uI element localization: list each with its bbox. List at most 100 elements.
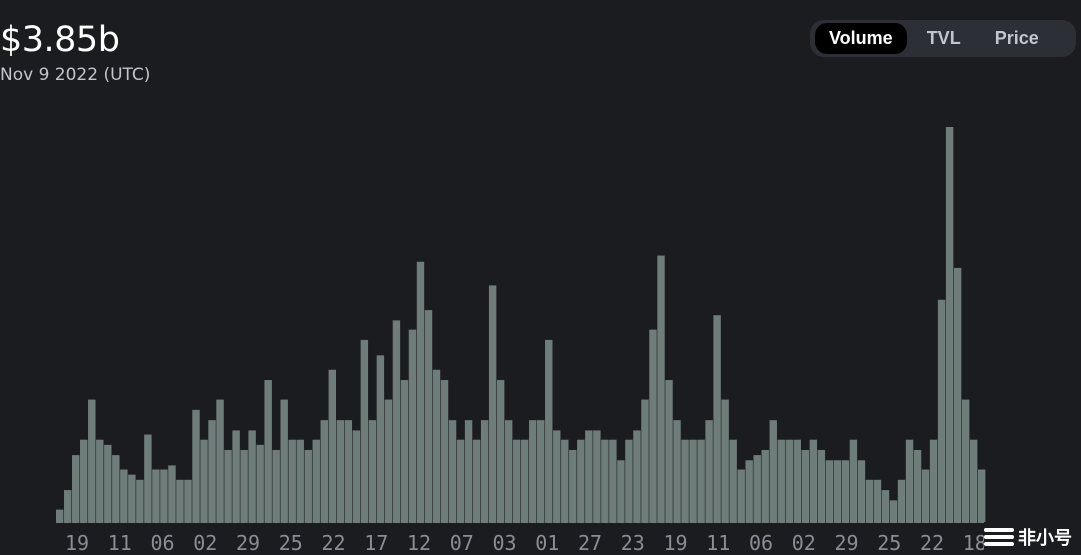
- volume-bar[interactable]: [769, 420, 777, 523]
- volume-bar[interactable]: [585, 430, 593, 523]
- volume-bar[interactable]: [905, 439, 914, 523]
- volume-bar[interactable]: [897, 479, 906, 523]
- volume-bar[interactable]: [224, 449, 232, 523]
- volume-bar[interactable]: [681, 439, 689, 523]
- volume-bar[interactable]: [384, 399, 393, 523]
- volume-bar[interactable]: [248, 430, 256, 523]
- volume-bar[interactable]: [833, 460, 842, 523]
- volume-bar[interactable]: [464, 420, 473, 523]
- volume-bar[interactable]: [713, 315, 721, 523]
- volume-bar[interactable]: [921, 469, 930, 523]
- volume-bar[interactable]: [857, 460, 866, 523]
- volume-bar[interactable]: [176, 479, 184, 523]
- volume-bar[interactable]: [825, 460, 834, 523]
- volume-bar[interactable]: [168, 465, 176, 523]
- volume-bar[interactable]: [777, 439, 785, 523]
- volume-bar[interactable]: [593, 430, 601, 523]
- volume-bar[interactable]: [537, 420, 545, 523]
- volume-bar[interactable]: [96, 439, 104, 523]
- toggle-price[interactable]: Price: [994, 28, 1039, 48]
- volume-bar[interactable]: [256, 444, 264, 523]
- volume-bar[interactable]: [480, 420, 489, 523]
- volume-bar[interactable]: [392, 320, 401, 523]
- volume-bar[interactable]: [913, 449, 922, 523]
- volume-bar[interactable]: [729, 439, 737, 523]
- volume-bar[interactable]: [577, 439, 585, 523]
- volume-bar[interactable]: [144, 434, 152, 523]
- volume-bar[interactable]: [865, 479, 874, 523]
- volume-bar[interactable]: [601, 439, 609, 523]
- volume-bar[interactable]: [569, 449, 577, 523]
- volume-bar[interactable]: [232, 430, 240, 523]
- volume-bar[interactable]: [120, 469, 128, 523]
- volume-bar[interactable]: [456, 439, 465, 523]
- volume-bar[interactable]: [208, 420, 216, 523]
- volume-bar[interactable]: [697, 439, 705, 523]
- volume-bar[interactable]: [240, 449, 248, 523]
- volume-bar[interactable]: [953, 267, 962, 523]
- volume-bar[interactable]: [841, 460, 850, 523]
- volume-bar[interactable]: [961, 399, 970, 523]
- volume-bar[interactable]: [609, 439, 617, 523]
- volume-bar[interactable]: [721, 399, 729, 523]
- volume-bar[interactable]: [200, 439, 208, 523]
- volume-bar[interactable]: [633, 430, 641, 523]
- volume-bar[interactable]: [977, 469, 986, 523]
- volume-bar[interactable]: [312, 439, 320, 523]
- volume-bar[interactable]: [328, 369, 337, 523]
- volume-bar[interactable]: [368, 420, 377, 523]
- volume-bar[interactable]: [64, 490, 72, 523]
- volume-bar[interactable]: [761, 449, 769, 523]
- volume-bar[interactable]: [793, 439, 802, 523]
- volume-bar[interactable]: [272, 449, 280, 523]
- volume-bar[interactable]: [104, 444, 112, 523]
- toggle-tvl[interactable]: TVL: [926, 28, 961, 48]
- volume-bar[interactable]: [424, 310, 433, 523]
- volume-bar[interactable]: [929, 439, 938, 523]
- volume-bar[interactable]: [488, 285, 497, 523]
- volume-bar[interactable]: [753, 455, 761, 523]
- volume-bar[interactable]: [745, 460, 753, 523]
- volume-bar[interactable]: [657, 255, 665, 524]
- volume-bar[interactable]: [705, 420, 713, 523]
- volume-bar[interactable]: [529, 420, 537, 523]
- volume-bar[interactable]: [641, 399, 649, 523]
- volume-bar[interactable]: [969, 439, 978, 523]
- volume-bar[interactable]: [264, 380, 272, 523]
- volume-bar[interactable]: [737, 469, 745, 523]
- volume-bar[interactable]: [288, 439, 296, 523]
- volume-bar[interactable]: [545, 339, 553, 523]
- volume-bar[interactable]: [649, 329, 657, 523]
- volume-bar[interactable]: [112, 455, 120, 523]
- volume-bar[interactable]: [817, 449, 826, 523]
- volume-bar[interactable]: [665, 380, 673, 523]
- volume-bar[interactable]: [521, 439, 529, 523]
- volume-bar[interactable]: [408, 329, 417, 523]
- volume-bar[interactable]: [400, 380, 409, 523]
- volume-bar[interactable]: [504, 420, 513, 523]
- volume-bar[interactable]: [88, 399, 96, 523]
- volume-bar[interactable]: [512, 439, 521, 523]
- volume-bar[interactable]: [873, 479, 882, 523]
- volume-bar[interactable]: [673, 420, 681, 523]
- volume-bar[interactable]: [296, 439, 304, 523]
- volume-bar[interactable]: [448, 420, 457, 523]
- volume-bar[interactable]: [192, 409, 200, 523]
- volume-bar[interactable]: [336, 420, 345, 523]
- volume-bar[interactable]: [344, 420, 353, 523]
- volume-bar[interactable]: [881, 490, 890, 523]
- volume-bar[interactable]: [849, 439, 858, 523]
- volume-bar[interactable]: [128, 474, 136, 523]
- volume-bar[interactable]: [785, 439, 793, 523]
- volume-bar[interactable]: [440, 380, 449, 523]
- volume-bar[interactable]: [216, 399, 224, 523]
- volume-bar[interactable]: [352, 430, 361, 523]
- volume-bar[interactable]: [689, 439, 697, 523]
- volume-bar[interactable]: [553, 430, 561, 523]
- volume-bar[interactable]: [184, 479, 192, 523]
- volume-bar[interactable]: [304, 449, 312, 523]
- volume-bar[interactable]: [280, 399, 288, 523]
- volume-bar[interactable]: [56, 509, 64, 523]
- volume-bar[interactable]: [625, 439, 633, 523]
